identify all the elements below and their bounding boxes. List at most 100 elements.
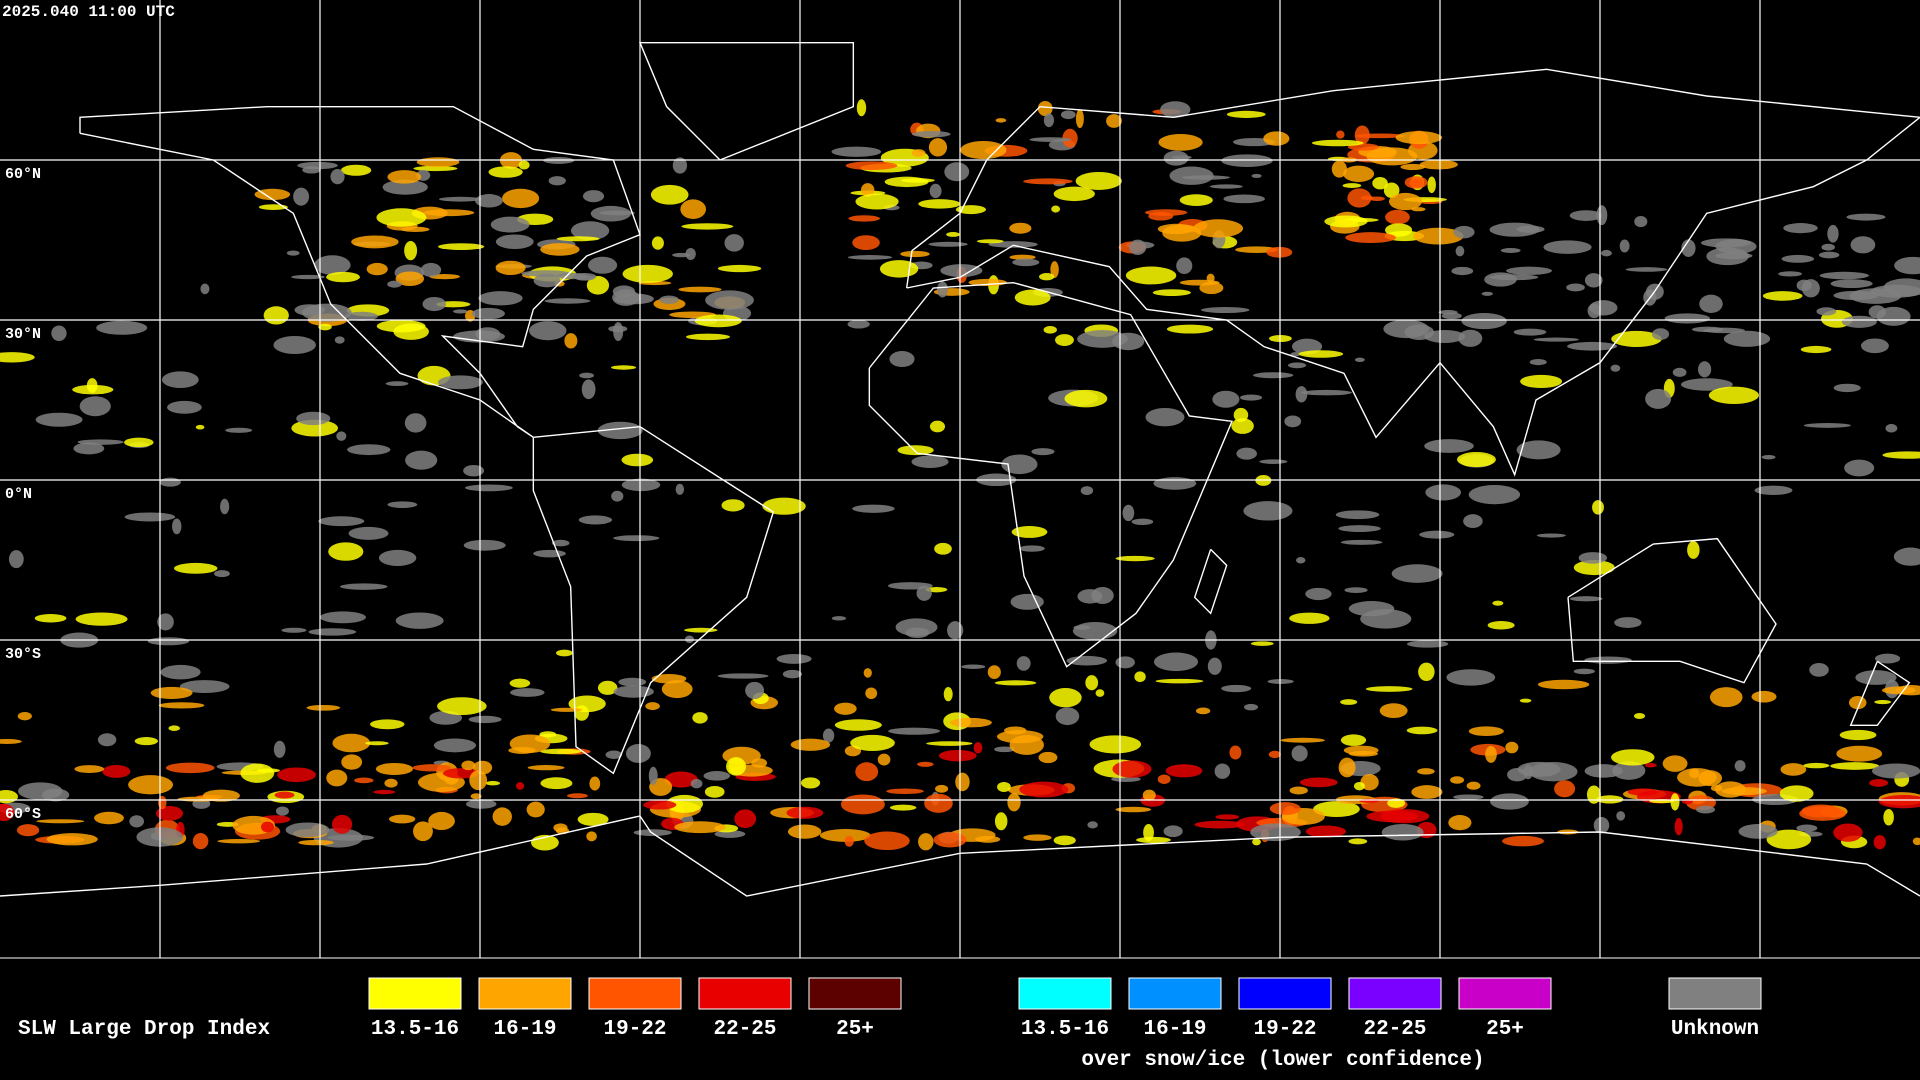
cloud-patch [911, 149, 926, 157]
cloud-patch [1644, 763, 1657, 768]
cloud-patch [650, 184, 689, 205]
cloud-patch [1821, 243, 1835, 251]
cloud-patch [376, 208, 427, 227]
cloud-patch [1064, 389, 1108, 408]
cloud-patch [995, 118, 1007, 123]
cloud-patch [928, 138, 948, 157]
cloud-patch [385, 381, 409, 387]
cloud-patch [1593, 817, 1610, 834]
cloud-patch [533, 549, 566, 558]
cloud-patch [1681, 239, 1696, 257]
cloud-patch [786, 806, 824, 819]
cloud-patch [900, 250, 930, 258]
legend-label: 25+ [836, 1018, 874, 1041]
cloud-patch [1664, 313, 1711, 324]
cloud-patch [659, 295, 679, 305]
cloud-patch [1160, 101, 1191, 118]
cloud-patch [46, 833, 98, 846]
cloud-patch [1269, 802, 1301, 816]
cloud-patch [1359, 798, 1379, 803]
cloud-patch [1625, 267, 1668, 272]
cloud-patch [463, 464, 485, 477]
cloud-patch [1876, 306, 1911, 326]
cloud-patch [1441, 312, 1462, 320]
cloud-patch [934, 542, 952, 555]
cloud-patch [1143, 823, 1154, 842]
cloud-patch [240, 763, 275, 783]
cloud-patch [1578, 552, 1608, 564]
cloud-patch [502, 188, 540, 209]
cloud-patch [159, 477, 181, 487]
cloud-patch [225, 427, 253, 433]
cloud-patch [1195, 707, 1211, 715]
cloud-patch [685, 247, 696, 260]
cloud-patch [1754, 485, 1793, 496]
cloud-patch [492, 807, 512, 826]
cloud-patch [1833, 383, 1861, 393]
cloud-patch [863, 668, 872, 678]
cloud-patch [326, 271, 360, 283]
legend-swatch [1668, 977, 1762, 1010]
cloud-patch [345, 311, 378, 321]
cloud-patch [1055, 334, 1074, 346]
cloud-patch [556, 649, 573, 657]
cloud-patch [160, 664, 201, 680]
cloud-patch [1243, 501, 1293, 521]
cloud-patch [694, 314, 742, 328]
cloud-patch [469, 770, 488, 791]
cloud-patch [319, 611, 366, 624]
cloud-patch [1830, 762, 1880, 770]
cloud-patch [905, 627, 930, 639]
cloud-patch [1295, 386, 1308, 403]
legend-label: 22-25 [1363, 1018, 1426, 1041]
cloud-patch [1142, 789, 1156, 801]
cloud-patch [1778, 271, 1802, 277]
cloud-patch [1827, 224, 1839, 243]
cloud-patch [1490, 793, 1529, 810]
cloud-patch [947, 621, 964, 640]
cloud-patch [1500, 248, 1521, 253]
cloud-patch [1037, 100, 1053, 117]
cloud-patch [274, 791, 295, 799]
cloud-patch [1360, 609, 1412, 629]
cloud-patch [944, 162, 970, 182]
cloud-patch [621, 453, 654, 467]
cloud-patch [928, 241, 968, 247]
cloud-patch [917, 761, 934, 767]
cloud-patch [1115, 656, 1135, 669]
cloud-patch [1894, 256, 1920, 275]
cloud-patch [1360, 774, 1379, 791]
cloud-patch [308, 628, 357, 636]
cloud-patch [1176, 257, 1193, 275]
cloud-patch [1038, 751, 1058, 764]
cloud-patch [1043, 113, 1055, 128]
cloud-patch [509, 734, 551, 753]
cloud-patch [539, 731, 557, 738]
cloud-patch [575, 275, 595, 281]
cloud-patch [834, 702, 857, 715]
cloud-patch [994, 746, 1015, 753]
cloud-patch [949, 717, 992, 728]
cloud-patch [782, 669, 802, 679]
cloud-patch [214, 570, 230, 578]
cloud-patch [578, 515, 613, 525]
cloud-patch [150, 686, 193, 700]
cloud-patch [1155, 678, 1204, 684]
cloud-patch [294, 304, 326, 316]
cloud-patch [685, 333, 731, 341]
cloud-patch [929, 183, 942, 199]
cloud-patch [860, 183, 875, 197]
cloud-patch [840, 794, 885, 815]
cloud-patch [1031, 448, 1055, 456]
cloud-patch [1836, 745, 1883, 762]
cloud-patch [612, 289, 640, 306]
cloud-patch [1342, 183, 1362, 188]
latitude-label: 30°S [5, 646, 41, 663]
cloud-patch [318, 323, 332, 331]
cloud-patch [987, 665, 1001, 679]
cloud-patch [734, 809, 757, 829]
cloud-patch [973, 742, 983, 754]
cloud-patch [217, 839, 261, 844]
cloud-patch [1596, 205, 1608, 226]
